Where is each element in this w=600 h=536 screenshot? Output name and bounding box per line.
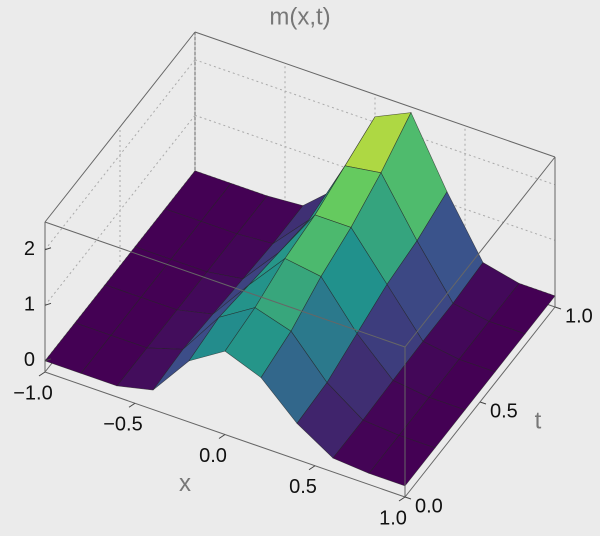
tick-mark bbox=[404, 496, 412, 500]
box-edge bbox=[44, 221, 406, 348]
box-edge bbox=[44, 31, 196, 223]
t-tick-label: 0.5 bbox=[490, 400, 518, 422]
tick-mark bbox=[38, 371, 46, 377]
grid-line bbox=[44, 59, 196, 251]
surface-cell bbox=[368, 435, 436, 487]
z-tick-label: 2 bbox=[24, 238, 35, 260]
x-tick-label: 0.5 bbox=[289, 476, 317, 498]
t-tick-label: 1.0 bbox=[565, 305, 593, 327]
box-edge bbox=[404, 156, 556, 348]
tick-mark bbox=[218, 434, 226, 439]
z-tick-label: 1 bbox=[24, 294, 35, 316]
tick-mark bbox=[308, 465, 316, 471]
tick-mark bbox=[44, 358, 52, 362]
tick-mark bbox=[44, 302, 52, 306]
box-edge bbox=[194, 31, 556, 158]
x-axis-label: x bbox=[179, 470, 191, 497]
t-tick-label: 0.0 bbox=[415, 495, 443, 517]
x-tick-label: −0.5 bbox=[103, 414, 142, 436]
tick-mark bbox=[44, 247, 52, 251]
x-tick-label: −1.0 bbox=[13, 382, 52, 404]
tick-mark bbox=[479, 401, 487, 405]
z-tick-label: 0 bbox=[24, 349, 35, 371]
tick-mark bbox=[398, 496, 406, 502]
chart-title: m(x,t) bbox=[269, 3, 330, 30]
t-axis-label: t bbox=[535, 407, 542, 434]
x-tick-label: 0.0 bbox=[199, 445, 227, 467]
tick-mark bbox=[128, 402, 136, 408]
x-tick-label: 1.0 bbox=[379, 507, 407, 529]
tick-mark bbox=[554, 306, 562, 310]
